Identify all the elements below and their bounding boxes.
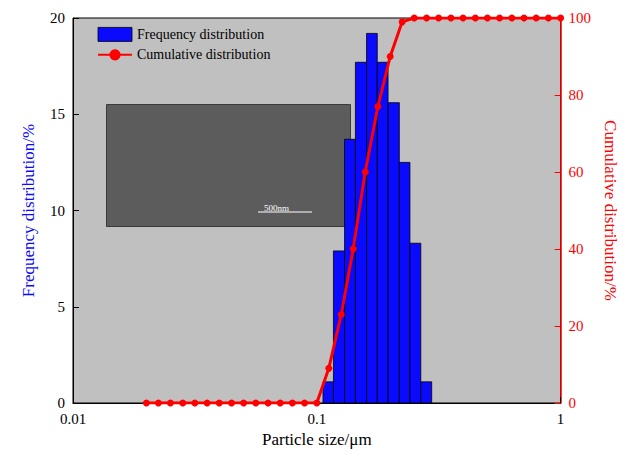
svg-text:0.1: 0.1 — [307, 411, 326, 427]
svg-text:0: 0 — [58, 395, 66, 411]
svg-text:80: 80 — [569, 87, 584, 103]
svg-text:40: 40 — [569, 241, 584, 257]
svg-text:20: 20 — [569, 318, 584, 334]
svg-text:10: 10 — [50, 203, 65, 219]
svg-text:Frequency distribution: Frequency distribution — [137, 27, 264, 42]
svg-text:Cumulative distribution: Cumulative distribution — [137, 47, 270, 62]
svg-text:20: 20 — [50, 10, 65, 26]
svg-text:Cumulative distribution/%: Cumulative distribution/% — [601, 120, 620, 301]
svg-text:60: 60 — [569, 164, 584, 180]
svg-text:0: 0 — [569, 395, 577, 411]
svg-text:15: 15 — [50, 106, 65, 122]
svg-text:100: 100 — [569, 10, 592, 26]
svg-text:0.01: 0.01 — [60, 411, 86, 427]
svg-text:500nm: 500nm — [264, 203, 289, 213]
svg-text:Frequency distribution/%: Frequency distribution/% — [19, 124, 38, 297]
svg-text:Particle size/μm: Particle size/μm — [262, 430, 372, 449]
svg-text:1: 1 — [557, 411, 565, 427]
svg-text:5: 5 — [58, 299, 66, 315]
